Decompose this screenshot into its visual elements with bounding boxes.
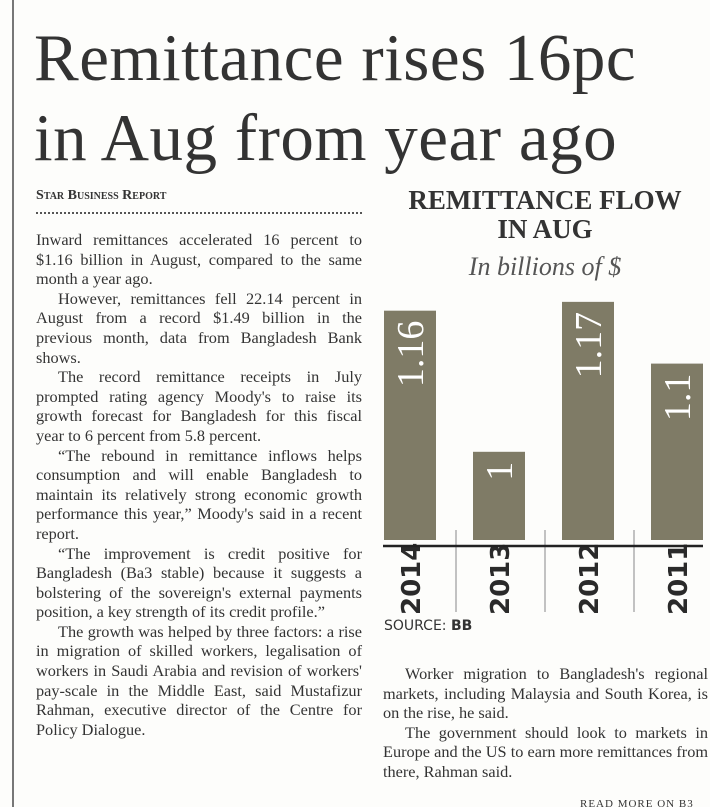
headline-line-2: in Aug from year ago <box>34 101 618 175</box>
article-body-right: Worker migration to Bangladesh's regiona… <box>383 664 708 782</box>
year-label: 2011 <box>664 543 694 615</box>
data-label: 1.17 <box>568 312 610 379</box>
article-body-left: Inward remittances accelerated 16 percen… <box>36 230 362 739</box>
source-label: SOURCE: <box>384 618 447 634</box>
year-label: 2014 <box>397 543 427 615</box>
column-rule <box>12 0 14 807</box>
source-value: BB <box>450 618 473 634</box>
paragraph: The record remittance receipts in July p… <box>36 367 362 445</box>
paragraph: Worker migration to Bangladesh's regiona… <box>383 664 708 723</box>
chart-title-line: IN AUG <box>497 214 593 244</box>
year-label: 2012 <box>575 543 605 615</box>
chart-subtitle: In billions of $ <box>468 252 622 281</box>
paragraph: However, remittances fell 22.14 percent … <box>36 288 362 367</box>
paragraph: The growth was helped by three factors: … <box>36 621 362 739</box>
dotted-divider <box>36 212 362 214</box>
data-label: 1 <box>479 462 521 481</box>
data-label: 1.1 <box>657 374 699 422</box>
chart-title-line: REMITTANCE FLOW <box>408 185 682 215</box>
bar-2014 <box>384 310 436 540</box>
paragraph: “The improvement is credit positive for … <box>36 543 362 622</box>
bar-2012 <box>562 301 614 540</box>
year-label: 2013 <box>486 543 516 615</box>
bar-2011 <box>651 363 703 540</box>
chart-source: SOURCE: BB <box>384 618 472 634</box>
chart-title: REMITTANCE FLOW IN AUG <box>380 186 710 244</box>
data-label: 1.16 <box>390 321 432 388</box>
bar-2013 <box>473 451 525 540</box>
headline-line-1: Remittance rises 16pc <box>34 21 637 95</box>
paragraph: Inward remittances accelerated 16 percen… <box>36 230 362 289</box>
paragraph: The government should look to markets in… <box>383 722 708 781</box>
bar-chart: 1.16 2014 1 2013 1.17 2012 1.1 2011 <box>383 301 703 615</box>
read-more-link[interactable]: READ MORE ON B3 <box>580 798 694 807</box>
headline: Remittance rises 16pc in Aug from year a… <box>34 18 710 178</box>
byline: Star Business Report <box>36 188 167 203</box>
paragraph: “The rebound in remittance inflows helps… <box>36 445 362 543</box>
